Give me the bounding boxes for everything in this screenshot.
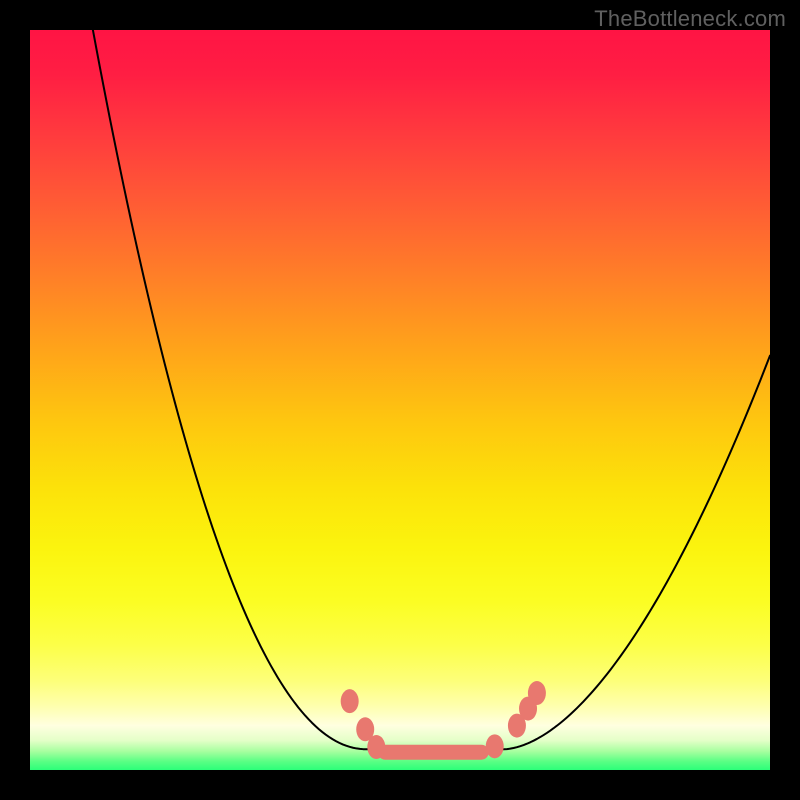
curve-marker	[341, 689, 359, 713]
watermark-text: TheBottleneck.com	[594, 6, 786, 32]
chart-svg	[30, 30, 770, 770]
plot-area	[30, 30, 770, 770]
curve-marker	[367, 735, 385, 759]
valley-bar-marker	[378, 745, 489, 760]
gradient-background	[30, 30, 770, 770]
curve-marker	[528, 681, 546, 705]
curve-marker	[486, 734, 504, 758]
